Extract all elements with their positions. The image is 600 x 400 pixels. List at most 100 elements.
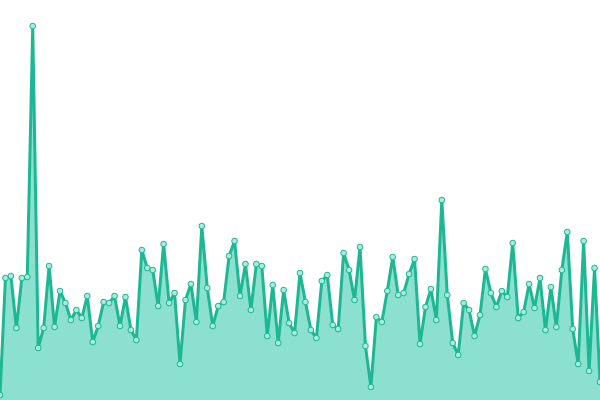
point <box>351 296 358 304</box>
point <box>258 262 266 270</box>
point <box>405 270 413 278</box>
point <box>514 314 522 322</box>
point <box>498 287 506 295</box>
point <box>269 281 277 289</box>
point <box>394 291 402 299</box>
point <box>105 299 113 307</box>
point <box>236 292 244 300</box>
point <box>165 299 173 307</box>
point <box>231 237 238 245</box>
point <box>509 239 517 247</box>
point <box>280 286 287 294</box>
point <box>536 274 544 282</box>
point <box>100 298 107 306</box>
point <box>89 338 97 346</box>
point <box>383 287 391 295</box>
point <box>247 306 255 314</box>
point <box>313 334 320 342</box>
point <box>411 255 418 263</box>
point <box>345 266 353 274</box>
area-fill <box>0 26 600 400</box>
point <box>45 262 53 270</box>
point <box>340 249 347 257</box>
point <box>193 318 200 326</box>
point <box>542 326 549 334</box>
point <box>94 322 102 330</box>
point <box>553 323 560 331</box>
point <box>73 306 80 314</box>
point <box>525 280 533 288</box>
point <box>356 243 364 251</box>
point <box>416 340 424 348</box>
point <box>454 351 462 359</box>
point <box>580 237 587 245</box>
point <box>187 280 195 288</box>
point <box>476 311 484 319</box>
point <box>296 269 304 277</box>
point <box>323 271 331 279</box>
point <box>0 391 4 399</box>
point <box>214 302 222 310</box>
point <box>62 299 69 307</box>
point <box>373 313 380 321</box>
point <box>149 266 157 274</box>
point <box>460 299 467 307</box>
point <box>531 304 538 312</box>
point <box>329 321 337 329</box>
point <box>242 260 249 268</box>
point <box>487 289 495 297</box>
point <box>503 293 511 301</box>
point <box>7 272 15 280</box>
point <box>367 383 375 391</box>
point <box>389 253 397 261</box>
point <box>449 339 457 347</box>
point <box>569 325 577 333</box>
point <box>2 274 9 282</box>
point <box>220 298 227 306</box>
point <box>493 303 500 311</box>
point <box>198 222 206 230</box>
point <box>209 322 217 330</box>
point <box>67 316 75 324</box>
point <box>520 308 527 316</box>
point <box>471 332 478 340</box>
point <box>203 284 211 292</box>
point <box>225 252 233 260</box>
point <box>596 378 600 386</box>
point <box>465 306 473 314</box>
point <box>13 324 20 332</box>
point <box>18 274 26 282</box>
point <box>285 319 293 327</box>
point <box>574 360 582 368</box>
point <box>263 332 271 340</box>
point <box>160 240 167 248</box>
point <box>253 260 260 268</box>
point <box>482 265 489 273</box>
point <box>182 296 189 304</box>
point <box>422 303 429 311</box>
point <box>78 314 86 322</box>
point <box>362 342 369 350</box>
point <box>138 246 146 254</box>
point <box>378 318 386 326</box>
point <box>433 316 440 324</box>
point <box>56 287 64 295</box>
point <box>116 322 124 330</box>
point <box>427 285 435 293</box>
point <box>302 298 309 306</box>
point <box>334 325 342 333</box>
point <box>34 344 42 352</box>
point <box>133 336 140 344</box>
point <box>563 228 571 236</box>
point <box>558 266 566 274</box>
point <box>274 339 282 347</box>
point <box>591 264 598 272</box>
point <box>127 326 135 334</box>
point <box>83 292 91 300</box>
point <box>176 360 184 368</box>
point <box>40 324 47 332</box>
point <box>318 277 326 285</box>
point <box>51 323 58 331</box>
point <box>585 367 593 375</box>
